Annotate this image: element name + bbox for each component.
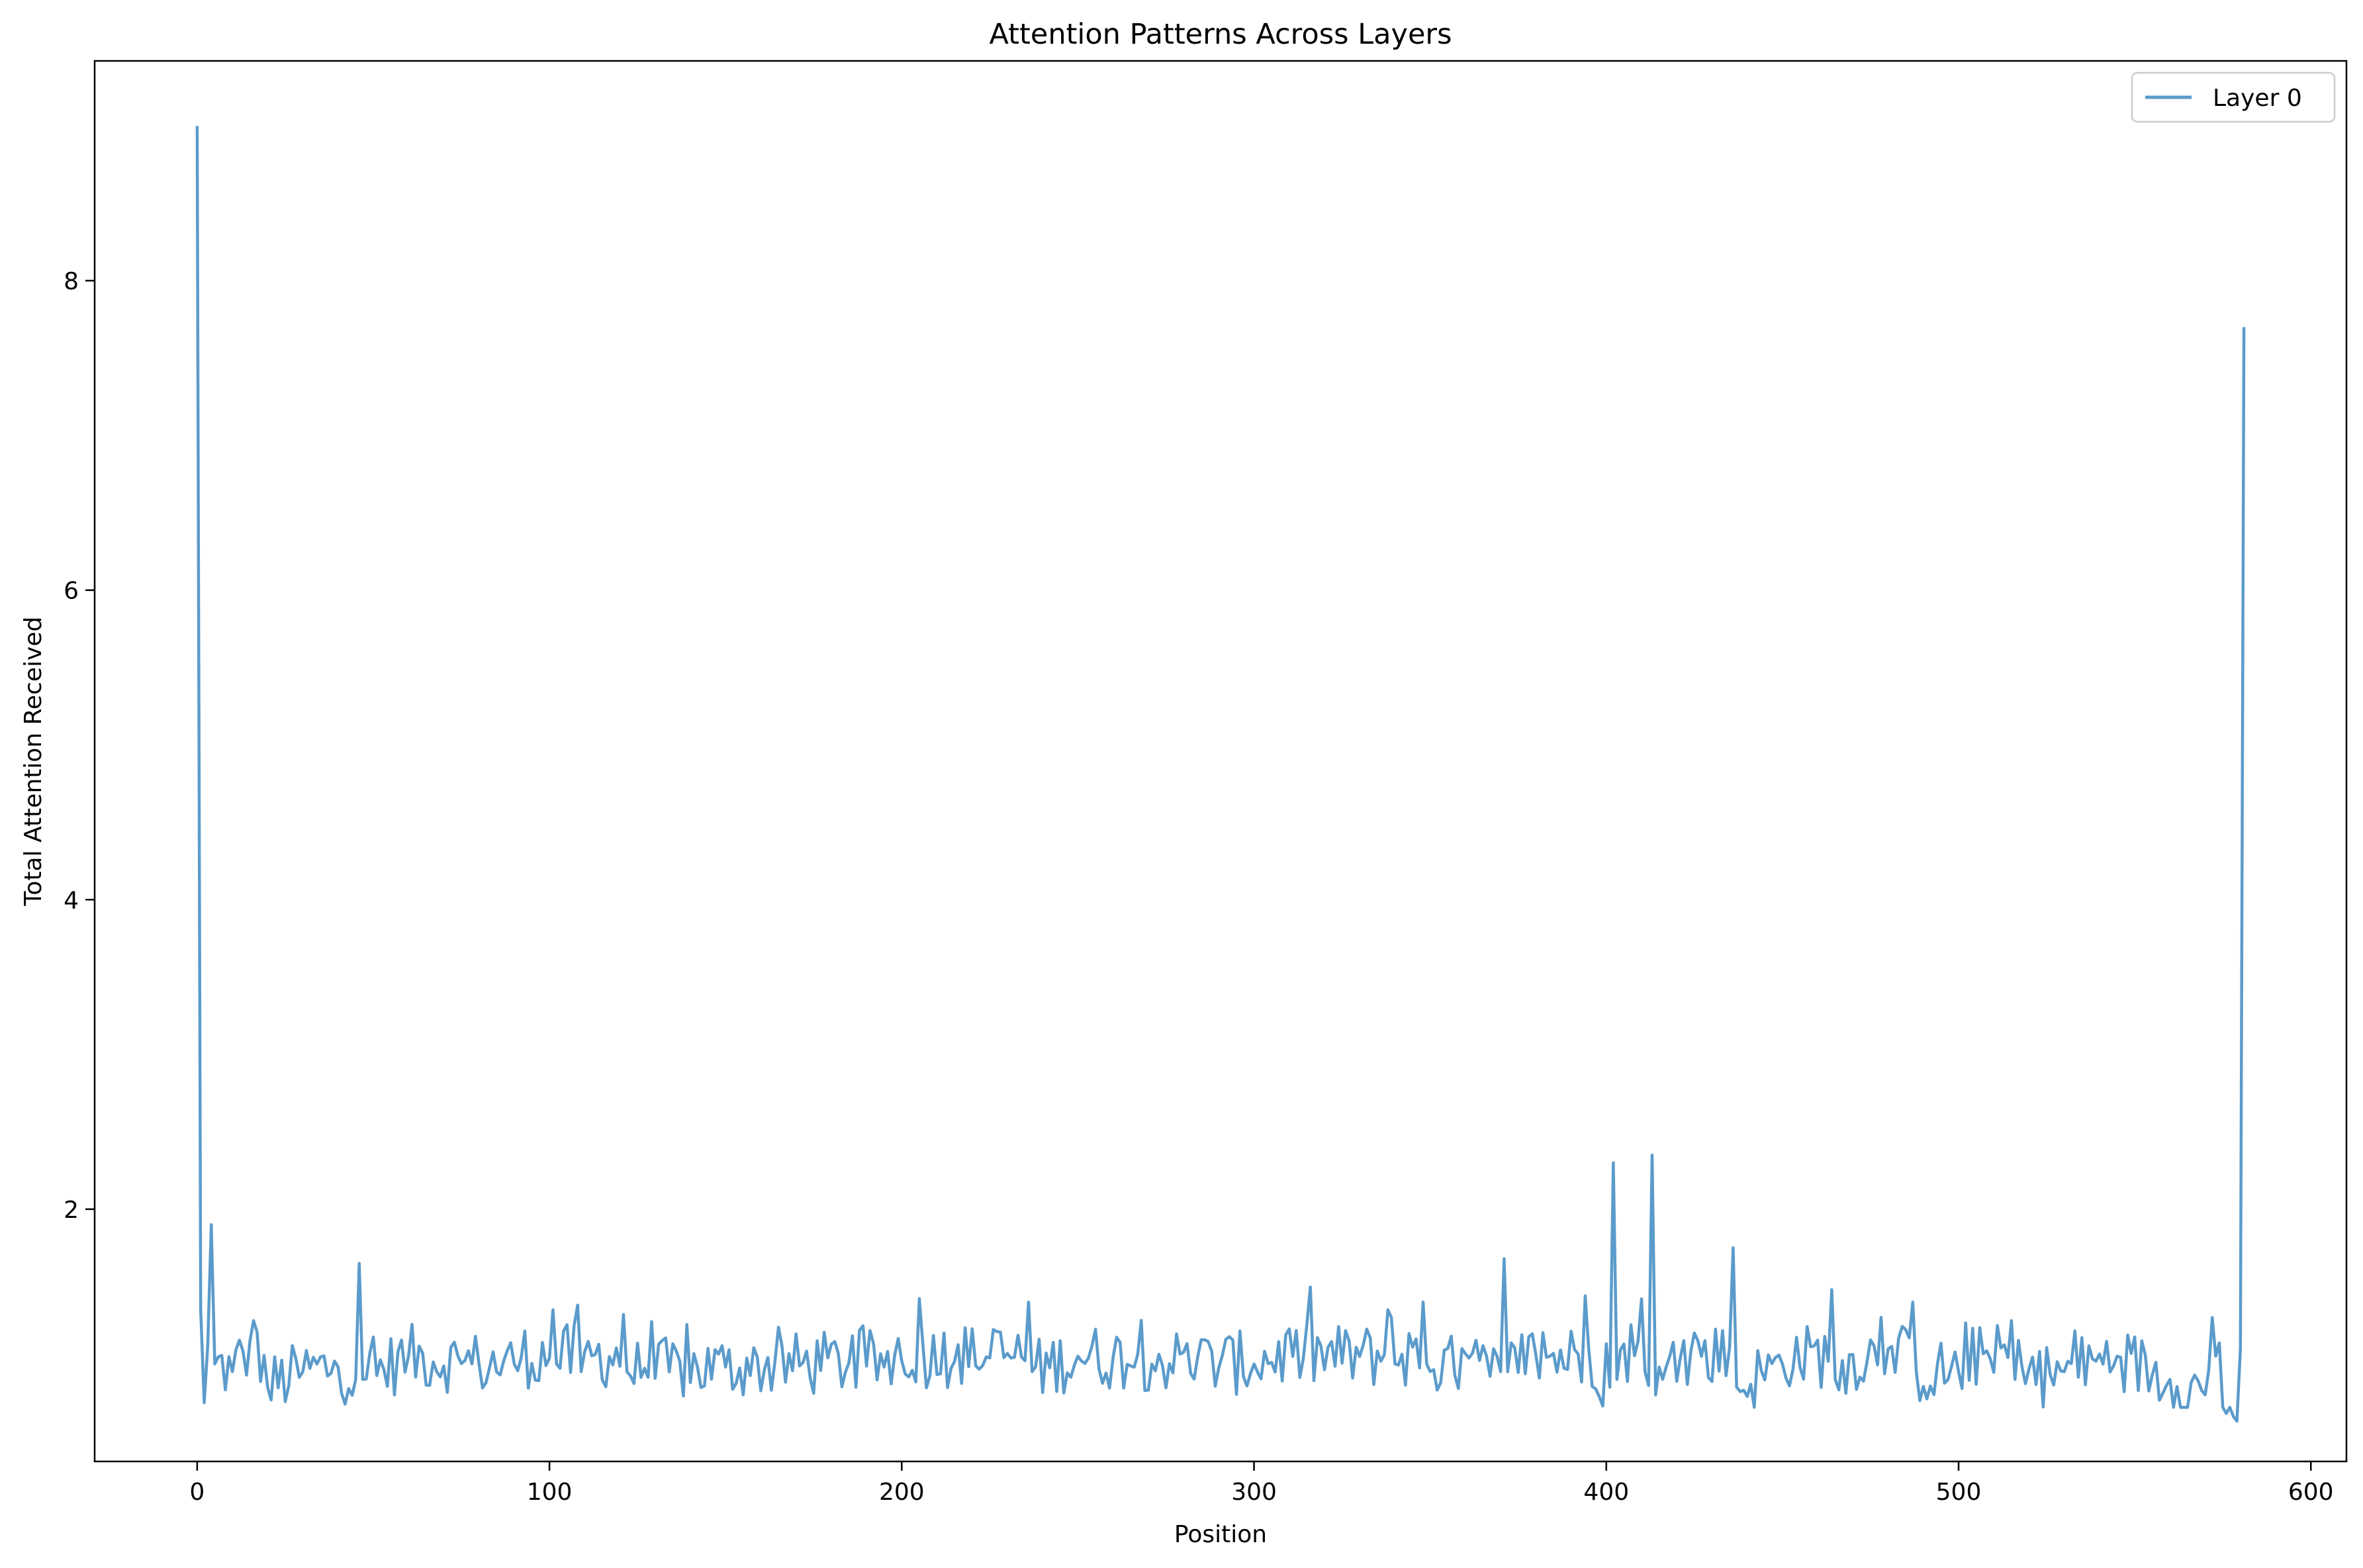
- series-line-layer-0: [195, 126, 2246, 1423]
- axes-frame: [93, 60, 2348, 1463]
- chart-title: Attention Patterns Across Layers: [989, 18, 1452, 51]
- x-tick-label: 200: [879, 1479, 925, 1506]
- y-tick-label: 4: [64, 887, 79, 914]
- y-axis-label: Total Attention Received: [20, 617, 47, 907]
- y-tick-label: 6: [64, 578, 79, 605]
- x-axis-label: Position: [1174, 1521, 1267, 1548]
- y-tick-label: 8: [64, 268, 79, 295]
- x-tick-label: 300: [1231, 1479, 1277, 1506]
- x-axis-ticks: 0 100 200 300 400 500 600: [189, 1461, 2334, 1506]
- legend-label-layer-0: Layer 0: [2213, 85, 2302, 112]
- y-axis-ticks: 2 4 6 8: [64, 268, 95, 1224]
- x-tick-label: 500: [1936, 1479, 1982, 1506]
- legend-box: [2131, 71, 2336, 123]
- legend: Layer 0: [2131, 71, 2336, 123]
- x-tick-label: 600: [2288, 1479, 2334, 1506]
- x-tick-label: 0: [189, 1479, 205, 1506]
- plot-area: [195, 126, 2246, 1423]
- x-tick-label: 400: [1583, 1479, 1629, 1506]
- y-tick-label: 2: [64, 1197, 79, 1224]
- x-tick-label: 100: [527, 1479, 573, 1506]
